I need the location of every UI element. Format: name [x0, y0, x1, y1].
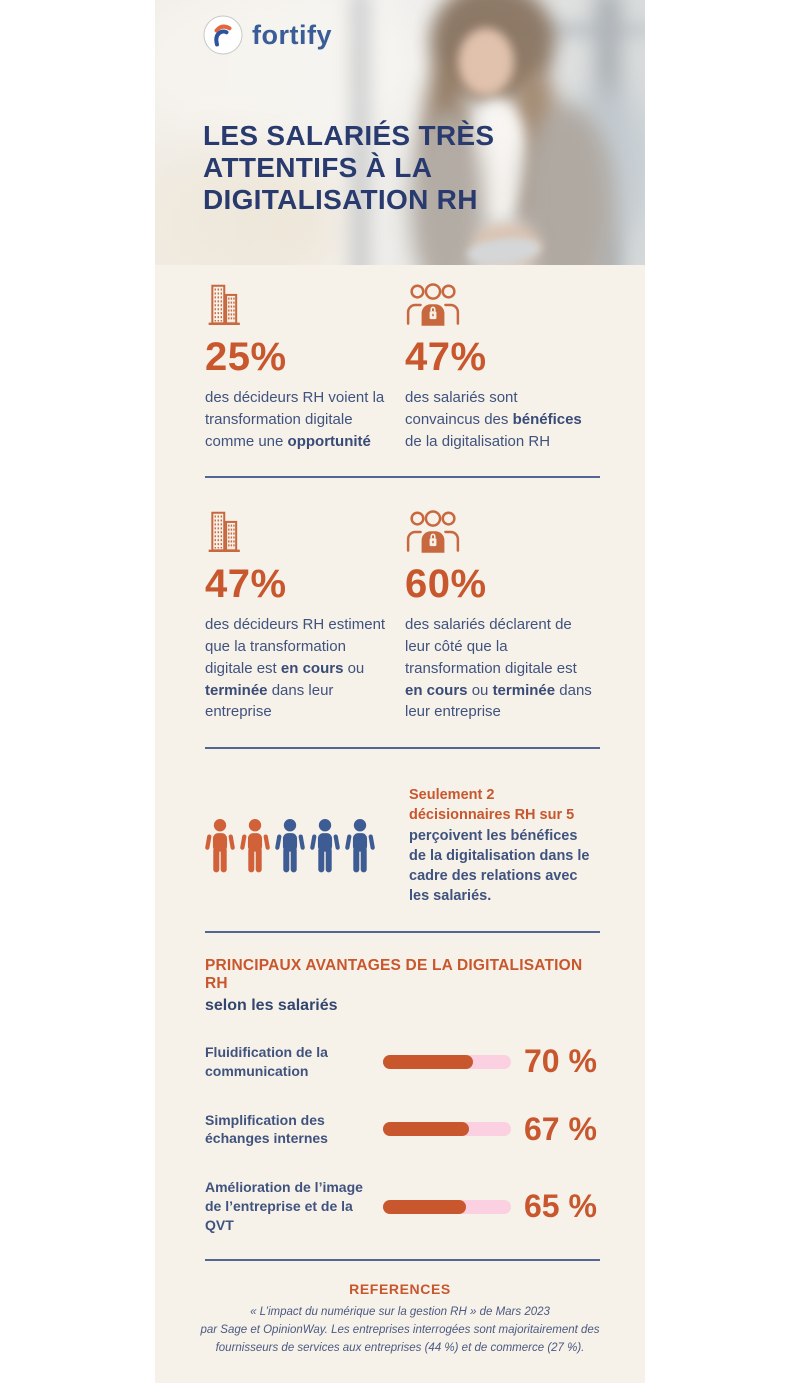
bar-track — [383, 1054, 511, 1069]
person-icon — [205, 815, 235, 876]
person-icon — [275, 815, 305, 876]
group-icon — [405, 508, 595, 558]
bar-value: 67 % — [524, 1110, 597, 1147]
pictogram-section: Seulement 2 décisionnaires RH sur 5 perç… — [155, 785, 645, 907]
person-icon-svg — [275, 819, 305, 873]
group-icon — [405, 281, 595, 331]
bar-row: Amélioration de l’image de l’entreprise … — [205, 1178, 597, 1235]
buildings-icon — [205, 508, 405, 558]
stat-desc: des décideurs RH estiment que la transfo… — [205, 616, 386, 721]
person-icon-svg — [205, 819, 235, 873]
bar-list: Fluidification de la communication 70 % Si… — [205, 1043, 597, 1235]
title-line-3: DIGITALISATION RH — [203, 184, 478, 216]
section-divider — [205, 747, 600, 749]
person-icon-svg — [240, 819, 270, 873]
title-line-1: LES SALARIÉS TRÈS — [203, 120, 495, 151]
brand-name: fortify — [252, 19, 332, 50]
references-section: REFERENCES « L’impact du numérique sur l… — [155, 1281, 645, 1357]
stat-value: 47% — [405, 335, 487, 379]
stats-row-2: 47% des décideurs RH estiment que la tra… — [155, 508, 645, 723]
bar-label: Fluidification de la communication — [205, 1043, 328, 1079]
stat-card-deciders-progress: 47% des décideurs RH estiment que la tra… — [205, 508, 405, 723]
references-line-1: « L’impact du numérique sur la gestion R… — [250, 1306, 550, 1319]
bar-value: 70 % — [524, 1043, 597, 1080]
section-divider — [205, 476, 600, 479]
person-icon — [240, 815, 270, 876]
stat-card-deciders-opportunity: 25% des décideurs RH voient la transform… — [205, 281, 405, 452]
stat-desc: des décideurs RH voient la transformatio… — [205, 389, 385, 450]
chart-subtitle: selon les salariés — [205, 996, 338, 1014]
bar-fill — [383, 1122, 469, 1137]
fortify-logo-icon — [203, 15, 243, 55]
bar-track — [383, 1199, 511, 1214]
buildings-icon — [205, 281, 405, 331]
section-divider — [205, 1259, 600, 1262]
references-title: REFERENCES — [349, 1281, 451, 1298]
stat-desc: des salariés sont convaincus des bénéfic… — [405, 389, 582, 450]
bar-fill — [383, 1199, 467, 1214]
advantages-chart-section: PRINCIPAUX AVANTAGES DE LA DIGITALISATIO… — [155, 957, 645, 1235]
chart-title: PRINCIPAUX AVANTAGES DE LA DIGITALISATIO… — [205, 956, 583, 992]
references-line-3: fournisseurs de services aux entreprises… — [215, 1341, 585, 1354]
person-icon-svg — [345, 819, 375, 873]
bar-row: Simplification des échanges internes 67 % — [205, 1110, 597, 1149]
stat-card-employees-progress: 60% des salariés déclarent de leur côté … — [405, 508, 595, 723]
hero-header: fortify LES SALARIÉS TRÈS ATTENTIFS À LA… — [155, 0, 645, 265]
stat-value: 25% — [205, 335, 287, 379]
stat-card-employees-benefits: 47% des salariés sont convaincus des bén… — [405, 281, 595, 452]
stat-desc: des salariés déclarent de leur côté que … — [405, 616, 592, 721]
references-text: « L’impact du numérique sur la gestion R… — [183, 1304, 617, 1357]
stat-value: 60% — [405, 562, 487, 607]
infographic-column: fortify LES SALARIÉS TRÈS ATTENTIFS À LA… — [155, 0, 645, 1383]
bar-value: 65 % — [524, 1188, 597, 1225]
chart-heading: PRINCIPAUX AVANTAGES DE LA DIGITALISATIO… — [205, 957, 595, 1015]
bar-fill — [383, 1054, 473, 1069]
bar-track — [383, 1122, 511, 1137]
pictogram-text: Seulement 2 décisionnaires RH sur 5 perç… — [409, 785, 595, 907]
page-title: LES SALARIÉS TRÈS ATTENTIFS À LA DIGITAL… — [203, 120, 494, 217]
title-line-2: ATTENTIFS À LA — [203, 152, 433, 184]
stats-row-1: 25% des décideurs RH voient la transform… — [155, 281, 645, 452]
person-icon — [310, 815, 340, 876]
person-icon — [345, 815, 375, 876]
bar-row: Fluidification de la communication 70 % — [205, 1043, 597, 1081]
person-icon-svg — [310, 819, 340, 873]
section-divider — [205, 930, 600, 933]
references-line-2: par Sage et OpinionWay. Les entreprises … — [200, 1323, 600, 1336]
brand-logo: fortify — [203, 15, 332, 55]
pictogram-rest: perçoivent les bénéfices de la digitalis… — [409, 827, 590, 905]
stat-value: 47% — [205, 562, 287, 607]
bar-label: Amélioration de l’image de l’entreprise … — [205, 1179, 363, 1234]
pictogram-figures — [205, 815, 375, 876]
bar-label: Simplification des échanges internes — [205, 1111, 328, 1147]
pictogram-highlight: Seulement 2 décisionnaires RH sur 5 — [409, 787, 575, 824]
